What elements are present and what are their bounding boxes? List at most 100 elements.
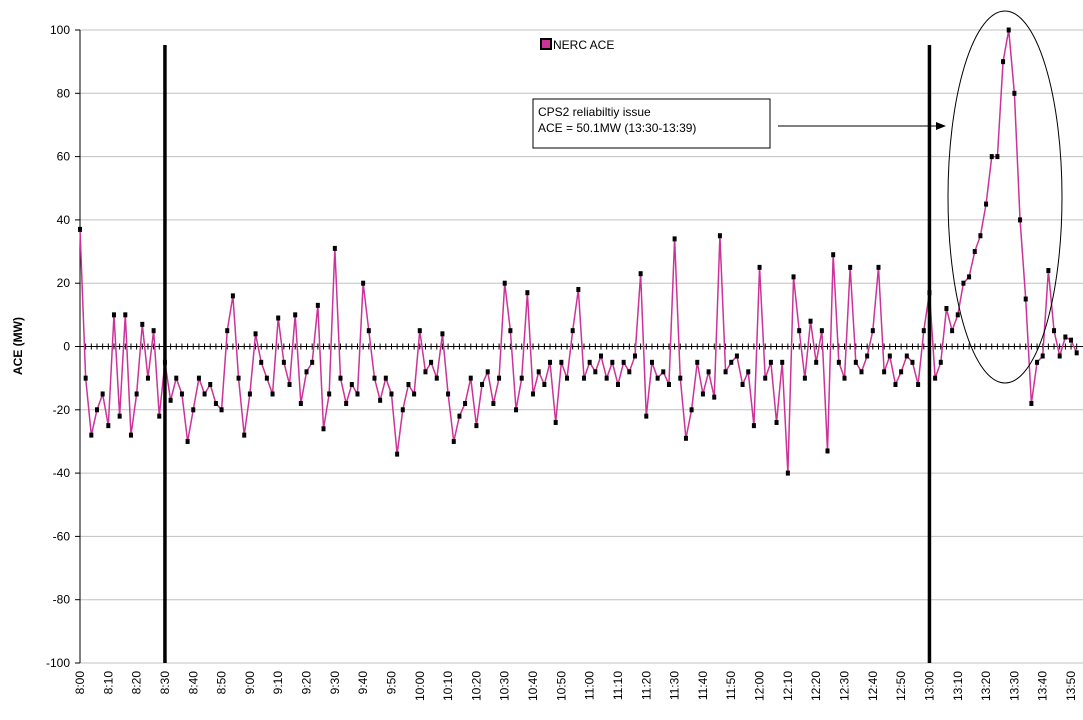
point-marker [904, 353, 909, 359]
point-marker [1001, 59, 1006, 65]
point-marker [293, 312, 298, 318]
legend-label: NERC ACE [553, 38, 614, 52]
x-tick-label: 11:10 [611, 671, 625, 700]
annotation-box [532, 98, 771, 149]
point-marker [995, 154, 1000, 160]
point-marker [655, 375, 660, 381]
point-marker [814, 359, 819, 365]
x-tick-label: 8:30 [158, 671, 172, 695]
x-tick-label: 9:00 [243, 671, 257, 695]
point-marker [950, 328, 955, 334]
point-marker [944, 306, 949, 312]
point-marker [440, 331, 445, 337]
x-tick-label: 9:40 [356, 671, 370, 695]
y-tick-label: 0 [63, 340, 70, 354]
point-marker [451, 438, 456, 444]
point-marker [893, 381, 898, 387]
point-marker [174, 375, 179, 381]
point-marker [434, 375, 439, 381]
point-marker [242, 432, 247, 438]
point-marker [406, 381, 411, 387]
point-marker [848, 264, 853, 270]
point-marker [89, 432, 94, 438]
point-marker [338, 375, 343, 381]
legend-swatch [540, 38, 552, 50]
point-marker [225, 328, 230, 334]
point-marker [984, 201, 989, 207]
x-tick-label: 12:50 [894, 671, 908, 701]
y-tick-label: -40 [53, 466, 71, 480]
point-marker [372, 375, 377, 381]
point-marker [508, 328, 513, 334]
point-marker [145, 375, 150, 381]
x-tick-label: 13:10 [951, 671, 965, 701]
point-marker [870, 328, 875, 334]
point-marker [610, 359, 615, 365]
point-marker [480, 381, 485, 387]
point-marker [1069, 337, 1074, 343]
point-marker [695, 359, 700, 365]
point-marker [378, 397, 383, 403]
point-marker [729, 359, 734, 365]
point-marker [514, 407, 519, 413]
point-marker [525, 290, 530, 296]
x-tick-label: 10:00 [413, 671, 427, 701]
point-marker [264, 375, 269, 381]
point-marker [627, 369, 632, 375]
point-marker [853, 359, 858, 365]
series-line [79, 29, 1078, 474]
y-tick-label: -60 [53, 529, 71, 543]
x-tick-label: 13:40 [1036, 671, 1050, 701]
point-marker [1018, 217, 1023, 223]
point-marker [791, 274, 796, 280]
point-marker [768, 359, 773, 365]
point-marker [876, 264, 881, 270]
arrow-head [936, 122, 946, 130]
point-marker [955, 312, 960, 318]
point-marker [468, 375, 473, 381]
point-marker [553, 419, 558, 425]
point-marker [785, 470, 790, 476]
x-tick-label: 11:40 [696, 671, 710, 700]
y-tick-label: 20 [57, 276, 71, 290]
x-tick-label: 11:20 [639, 671, 653, 700]
y-tick-label: 80 [57, 86, 71, 100]
x-tick-label: 13:30 [1007, 671, 1021, 701]
point-marker [989, 154, 994, 160]
point-marker [972, 249, 977, 255]
point-marker [502, 280, 507, 286]
point-marker [417, 328, 422, 334]
point-marker [689, 407, 694, 413]
point-marker [734, 353, 739, 359]
point-marker [666, 381, 671, 387]
point-marker [638, 271, 643, 277]
point-marker [247, 391, 252, 397]
point-marker [457, 413, 462, 419]
point-marker [961, 280, 966, 286]
point-marker [531, 391, 536, 397]
point-marker [1052, 328, 1057, 334]
point-marker [587, 359, 592, 365]
point-marker [683, 435, 688, 441]
point-marker [598, 353, 603, 359]
point-marker [865, 353, 870, 359]
point-marker [446, 391, 451, 397]
point-marker [389, 391, 394, 397]
point-marker [678, 375, 683, 381]
point-marker [774, 419, 779, 425]
point-marker [412, 391, 417, 397]
point-marker [94, 407, 99, 413]
point-marker [83, 375, 88, 381]
point-marker [910, 359, 915, 365]
point-marker [717, 233, 722, 239]
x-tick-label: 10:30 [498, 671, 512, 701]
point-marker [361, 280, 366, 286]
x-tick-label: 11:00 [583, 671, 597, 700]
point-marker [1057, 353, 1062, 359]
point-marker [185, 438, 190, 444]
annotation-text: CPS2 reliabiltiy issue [538, 105, 651, 119]
annotation-text: ACE = 50.1MW (13:30-13:39) [538, 121, 696, 135]
point-marker [740, 381, 745, 387]
point-marker [310, 359, 315, 365]
